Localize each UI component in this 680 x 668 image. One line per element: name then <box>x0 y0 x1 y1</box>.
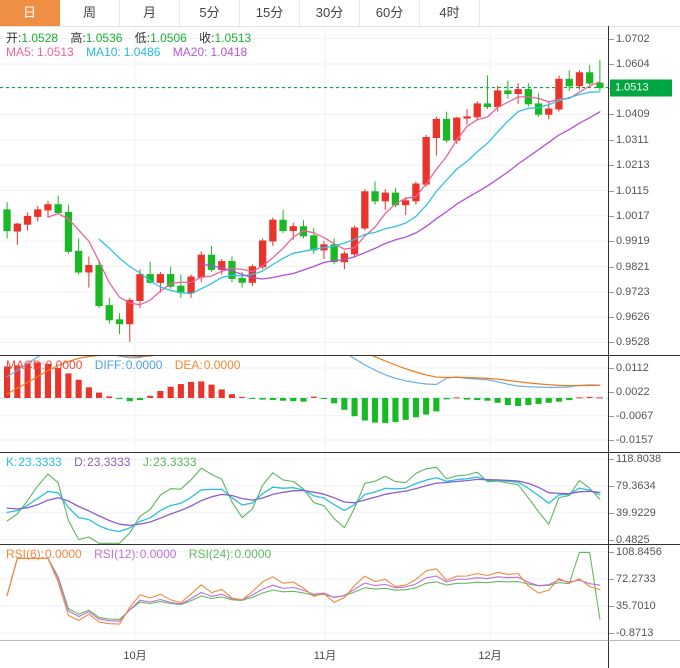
macd-svg <box>0 356 608 452</box>
axis-tick-label: -0.0157 <box>616 433 654 446</box>
tab-60min[interactable]: 60分 <box>360 0 420 26</box>
axis-tick-label: 0.0022 <box>616 386 650 399</box>
price-axis: 1.07021.06041.05131.05131.04091.03111.02… <box>608 26 680 355</box>
time-axis-corner <box>608 640 680 668</box>
axis-tick <box>609 633 614 635</box>
time-axis: 10月 11月 12月 <box>0 640 608 668</box>
kdj-axis: 118.8038 79.3634 39.9229 0.4825 <box>608 452 680 546</box>
axis-tick-label: -0.8713 <box>616 627 654 640</box>
tab-day-label: 日 <box>22 5 36 20</box>
axis-tick <box>609 291 614 293</box>
axis-tick-label: 0.9919 <box>616 235 650 248</box>
axis-tick <box>609 241 614 243</box>
tab-month-label: 月 <box>142 5 156 20</box>
chart-container: 开:1.0528 高:1.0536 低:1.0506 收:1.0513 MA5:… <box>0 26 680 668</box>
rsi-panel[interactable]: RSI(6):0.0000 RSI(12):0.0000 RSI(24):0.0… <box>0 544 608 640</box>
axis-tick <box>609 316 614 318</box>
axis-tick-label: 1.0604 <box>616 58 650 71</box>
axis-tick <box>609 215 614 217</box>
time-axis-label: 11月 <box>313 650 337 662</box>
tab-60min-label: 60分 <box>375 5 404 20</box>
time-axis-label: 12月 <box>478 650 502 662</box>
axis-tick-label: 35.7010 <box>616 600 656 613</box>
kdj-panel[interactable]: K:23.3333 D:23.3333 J:23.3333 <box>0 452 608 544</box>
tab-day[interactable]: 日 <box>0 0 60 26</box>
axis-tick-label: 108.8456 <box>616 545 662 558</box>
macd-axis: 0.0112 0.0022 -0.0067 -0.0157 <box>608 355 680 452</box>
axis-tick <box>609 578 614 580</box>
axis-tick-label: 1.0409 <box>616 108 650 121</box>
axis-tick <box>609 38 614 40</box>
axis-tick-label: 0.9528 <box>616 336 650 349</box>
tab-30min-label: 30分 <box>315 5 344 20</box>
axis-tick <box>609 165 614 167</box>
axis-tick-label: 0.0112 <box>616 362 649 375</box>
axis-tick <box>609 392 614 394</box>
axis-tick <box>609 606 614 608</box>
axis-tick-label: 72.2733 <box>616 572 656 585</box>
timeframe-toolbar: 日 周 月 5分 15分 30分 60分 4时 <box>0 0 680 27</box>
tab-week-label: 周 <box>82 5 96 20</box>
axis-tick-label: 1.0017 <box>616 209 650 222</box>
tab-30min[interactable]: 30分 <box>300 0 360 26</box>
kdj-svg <box>0 453 608 544</box>
axis-tick-label: -0.0067 <box>616 409 654 422</box>
tab-5min[interactable]: 5分 <box>180 0 240 26</box>
axis-tick-label: 0.9723 <box>616 285 650 298</box>
axis-tick-label: 1.0115 <box>616 184 649 197</box>
time-axis-label: 10月 <box>123 650 147 662</box>
axis-tick-label: 1.0213 <box>616 159 650 172</box>
axis-tick-label: 0.4825 <box>616 533 650 546</box>
macd-panel[interactable]: MACD:0.0000 DIFF:0.0000 DEA:0.0000 <box>0 355 608 452</box>
tab-4hour[interactable]: 4时 <box>420 0 480 26</box>
rsi-axis: 108.8456 72.2733 35.7010 -0.8713 <box>608 544 680 640</box>
axis-tick <box>609 539 614 541</box>
axis-tick <box>609 415 614 417</box>
current-price-badge: 1.0513 <box>610 79 672 97</box>
axis-tick <box>609 139 614 141</box>
axis-tick-label: 118.8038 <box>616 453 662 466</box>
axis-tick <box>609 368 614 370</box>
tab-15min[interactable]: 15分 <box>240 0 300 26</box>
axis-tick-label: 0.9821 <box>616 260 650 273</box>
rsi-svg <box>0 545 608 640</box>
tab-week[interactable]: 周 <box>60 0 120 26</box>
axis-tick <box>609 551 614 553</box>
tab-4hour-label: 4时 <box>439 5 460 20</box>
axis-tick-label: 1.0311 <box>616 133 649 146</box>
tab-month[interactable]: 月 <box>120 0 180 26</box>
axis-tick <box>609 114 614 116</box>
axis-tick <box>609 64 614 66</box>
price-chart-panel[interactable]: 开:1.0528 高:1.0536 低:1.0506 收:1.0513 MA5:… <box>0 26 608 355</box>
axis-tick <box>609 486 614 488</box>
axis-tick-label: 1.0702 <box>616 32 650 45</box>
axis-tick-label: 79.3634 <box>616 480 656 493</box>
axis-tick <box>609 266 614 268</box>
axis-tick <box>609 342 614 344</box>
axis-tick <box>609 459 614 461</box>
axis-tick-label: 0.9626 <box>616 310 650 323</box>
axis-tick <box>609 512 614 514</box>
tab-5min-label: 5分 <box>199 5 220 20</box>
axis-tick <box>609 190 614 192</box>
price-chart-svg <box>0 26 608 355</box>
tab-15min-label: 15分 <box>255 5 284 20</box>
toolbar-filler <box>480 0 680 26</box>
axis-tick-label: 39.9229 <box>616 506 656 519</box>
axis-tick <box>609 439 614 441</box>
